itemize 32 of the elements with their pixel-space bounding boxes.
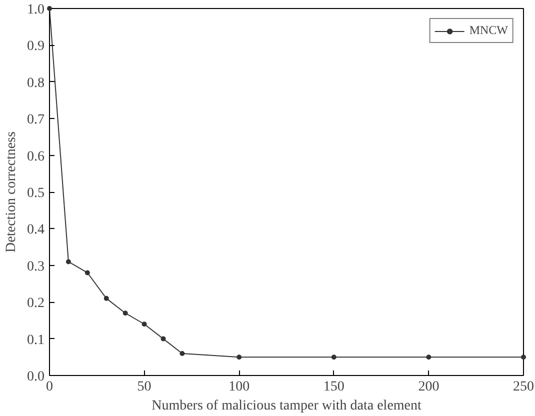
point (521, 354, 526, 360)
point (331, 354, 336, 360)
point (426, 354, 432, 360)
y-axis-title: Detection correctness (4, 132, 19, 252)
y-tick-label: 0.3 (27, 259, 44, 274)
y-tick-label: 0.9 (27, 39, 44, 54)
x-tick-label: 150 (323, 380, 344, 394)
point (160, 336, 166, 342)
y-tick-label: 0.6 (27, 149, 44, 164)
y-tick-label: 0.5 (27, 186, 44, 201)
point (84, 270, 90, 276)
point (142, 322, 147, 327)
point (180, 350, 185, 356)
x-tick-label: 0 (46, 380, 53, 394)
point (104, 296, 109, 301)
x-tick-label: 200 (418, 380, 440, 394)
y-tick-label: 1.0 (27, 2, 44, 18)
y-tick-label: 0.2 (27, 296, 44, 312)
x-tick-label: 100 (228, 380, 250, 394)
x-axis-title: Numbers of malicious tamper with data element (152, 398, 422, 414)
point (66, 259, 71, 264)
point (122, 310, 128, 316)
y-tick-label: 0.0 (27, 370, 44, 384)
x-tick-label: 50 (137, 380, 152, 394)
point (236, 354, 242, 360)
y-tick-label: 0.1 (27, 332, 44, 348)
y-tick-label: 0.4 (27, 222, 44, 238)
y-tick-label: 0.7 (27, 112, 44, 128)
legend-label: MNCW (469, 23, 508, 38)
point (47, 6, 52, 11)
x-tick-label: 250 (513, 380, 534, 394)
y-tick-label: 0.8 (27, 76, 44, 91)
